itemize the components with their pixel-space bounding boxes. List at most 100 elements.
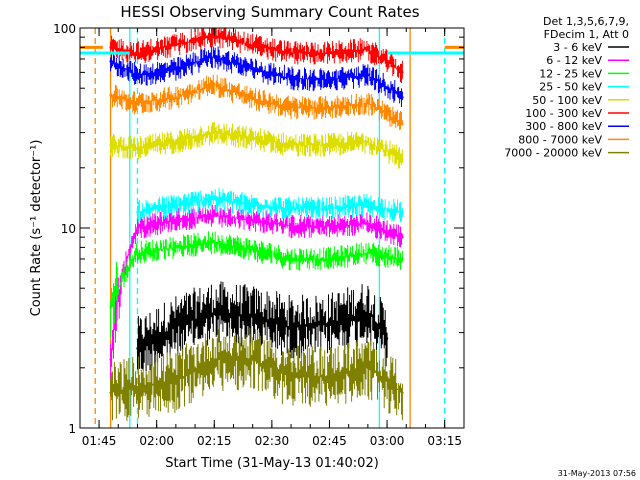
chart-title: HESSI Observing Summary Count Rates <box>120 3 419 21</box>
series-100-300-kev <box>109 28 404 84</box>
series-300-800-kev <box>109 46 404 107</box>
series-12-25-kev <box>109 231 404 339</box>
data-point-800-7000-kev-3 <box>174 96 178 99</box>
data-point-100-300-kev-9 <box>401 71 404 74</box>
y-axis: 1 10 100 <box>53 22 464 436</box>
data-point-6-12-kev-5 <box>251 218 254 221</box>
data-point-300-800-kev-6 <box>289 77 293 80</box>
data-point-3-6-kev-3 <box>213 310 216 314</box>
data-point-300-800-kev-9 <box>401 96 404 99</box>
data-point-7000-20000-kev-9 <box>401 391 404 394</box>
legend-header-line-1: Det 1,3,5,6,7,9, <box>543 15 629 28</box>
data-point-50-100-kev-2 <box>136 147 139 150</box>
data-point-25-50-kev-6 <box>328 207 331 210</box>
y-tick-label-3: 100 <box>53 22 76 36</box>
data-point-25-50-kev-1 <box>136 210 139 214</box>
data-point-6-12-kev-7 <box>328 225 331 228</box>
data-point-12-25-kev-4 <box>213 240 216 244</box>
series-trace-50-100-kev <box>110 121 403 169</box>
legend-label-3-6-kev: 3 - 6 keV <box>553 41 602 54</box>
x-tick-label-4: 02:30 <box>255 434 290 448</box>
legend-label-50-100-kev: 50 - 100 keV <box>532 94 602 107</box>
data-point-12-25-kev-1 <box>109 306 112 309</box>
data-point-100-300-kev-8 <box>366 48 370 51</box>
x-tick-label-6: 03:00 <box>370 434 405 448</box>
series-trace-6-12-kev <box>110 204 403 380</box>
data-point-3-6-kev-2 <box>174 325 178 329</box>
legend-label-7000-20000-kev: 7000 - 20000 keV <box>504 147 602 160</box>
series-800-7000-kev <box>109 74 404 130</box>
data-point-50-100-kev-3 <box>174 140 178 143</box>
legend-label-12-25-kev: 12 - 25 keV <box>539 67 602 80</box>
legend: Det 1,3,5,6,7,9, FDecim 1, Att 0 3 - 6 k… <box>504 15 629 160</box>
data-point-50-100-kev-9 <box>401 158 404 161</box>
series-6-12-kev <box>109 204 404 380</box>
data-point-300-800-kev-1 <box>109 60 112 63</box>
data-point-50-100-kev-5 <box>251 137 254 140</box>
legend-label-100-300-kev: 100 - 300 keV <box>525 107 602 120</box>
data-point-6-12-kev-6 <box>289 225 293 228</box>
series-3-6-kev <box>136 281 389 371</box>
data-point-800-7000-kev-8 <box>366 102 370 105</box>
x-tick-label-7: 03:15 <box>427 434 462 448</box>
data-point-3-6-kev-8 <box>385 337 389 340</box>
data-point-3-6-kev-5 <box>289 325 293 329</box>
data-point-50-100-kev-1 <box>109 143 112 147</box>
data-point-3-6-kev-1 <box>136 347 139 350</box>
data-point-12-25-kev-6 <box>289 257 293 261</box>
legend-header-line-2: FDecim 1, Att 0 <box>544 28 629 41</box>
series-trace-300-800-kev <box>110 46 403 107</box>
x-tick-label-2: 02:00 <box>139 434 174 448</box>
y-tick-label-2: 10 <box>61 222 76 236</box>
legend-label-300-800-kev: 300 - 800 keV <box>525 120 602 133</box>
legend-label-6-12-kev: 6 - 12 keV <box>546 54 602 67</box>
data-point-12-25-kev-5 <box>251 248 254 251</box>
x-axis-label: Start Time (31-May-13 01:40:02) <box>165 456 379 471</box>
data-point-25-50-kev-7 <box>366 204 370 207</box>
data-point-7000-20000-kev-6 <box>289 375 293 379</box>
legend-label-25-50-kev: 25 - 50 keV <box>539 81 602 94</box>
data-point-800-7000-kev-9 <box>401 123 404 126</box>
series-25-50-kev <box>136 187 404 223</box>
data-point-100-300-kev-2 <box>136 51 139 55</box>
data-point-800-7000-kev-1 <box>109 94 112 97</box>
data-point-300-800-kev-3 <box>174 68 178 71</box>
data-point-100-300-kev-5 <box>251 44 254 47</box>
data-point-300-800-kev-8 <box>366 74 370 77</box>
y-tick-label-1: 1 <box>68 422 76 436</box>
data-point-100-300-kev-3 <box>174 44 178 47</box>
data-point-300-800-kev-2 <box>136 74 139 77</box>
data-point-800-7000-kev-5 <box>251 98 254 101</box>
data-point-25-50-kev-8 <box>401 210 404 214</box>
data-point-300-800-kev-7 <box>328 78 331 82</box>
data-point-3-6-kev-6 <box>328 323 331 326</box>
data-point-25-50-kev-3 <box>213 197 216 200</box>
data-point-12-25-kev-7 <box>328 257 331 261</box>
data-point-50-100-kev-7 <box>328 143 331 147</box>
series-7000-20000-kev <box>109 327 404 421</box>
timestamp-label: 31-May-2013 07:56 <box>558 469 636 478</box>
data-point-7000-20000-kev-5 <box>251 358 254 361</box>
data-point-6-12-kev-8 <box>366 222 370 225</box>
data-point-7000-20000-kev-2 <box>136 385 139 389</box>
legend-label-800-7000-kev: 800 - 7000 keV <box>518 133 602 146</box>
data-point-300-800-kev-5 <box>251 68 254 71</box>
x-tick-label-3: 02:15 <box>197 434 232 448</box>
data-point-6-12-kev-3 <box>174 218 178 221</box>
data-point-12-25-kev-8 <box>366 251 370 255</box>
data-point-3-6-kev-4 <box>251 315 254 318</box>
data-point-7000-20000-kev-3 <box>174 380 178 384</box>
data-point-800-7000-kev-2 <box>136 102 139 105</box>
data-point-50-100-kev-4 <box>213 131 216 134</box>
data-point-50-100-kev-6 <box>289 143 293 147</box>
data-point-100-300-kev-6 <box>289 51 293 55</box>
data-point-800-7000-kev-7 <box>328 106 331 109</box>
data-point-800-7000-kev-4 <box>213 83 216 86</box>
data-point-3-6-kev-7 <box>366 310 370 314</box>
data-point-50-100-kev-8 <box>366 140 370 143</box>
data-point-25-50-kev-5 <box>289 207 293 210</box>
data-point-7000-20000-kev-8 <box>366 366 370 369</box>
x-tick-label-1: 01:45 <box>82 434 117 448</box>
data-point-7000-20000-kev-4 <box>213 358 216 361</box>
